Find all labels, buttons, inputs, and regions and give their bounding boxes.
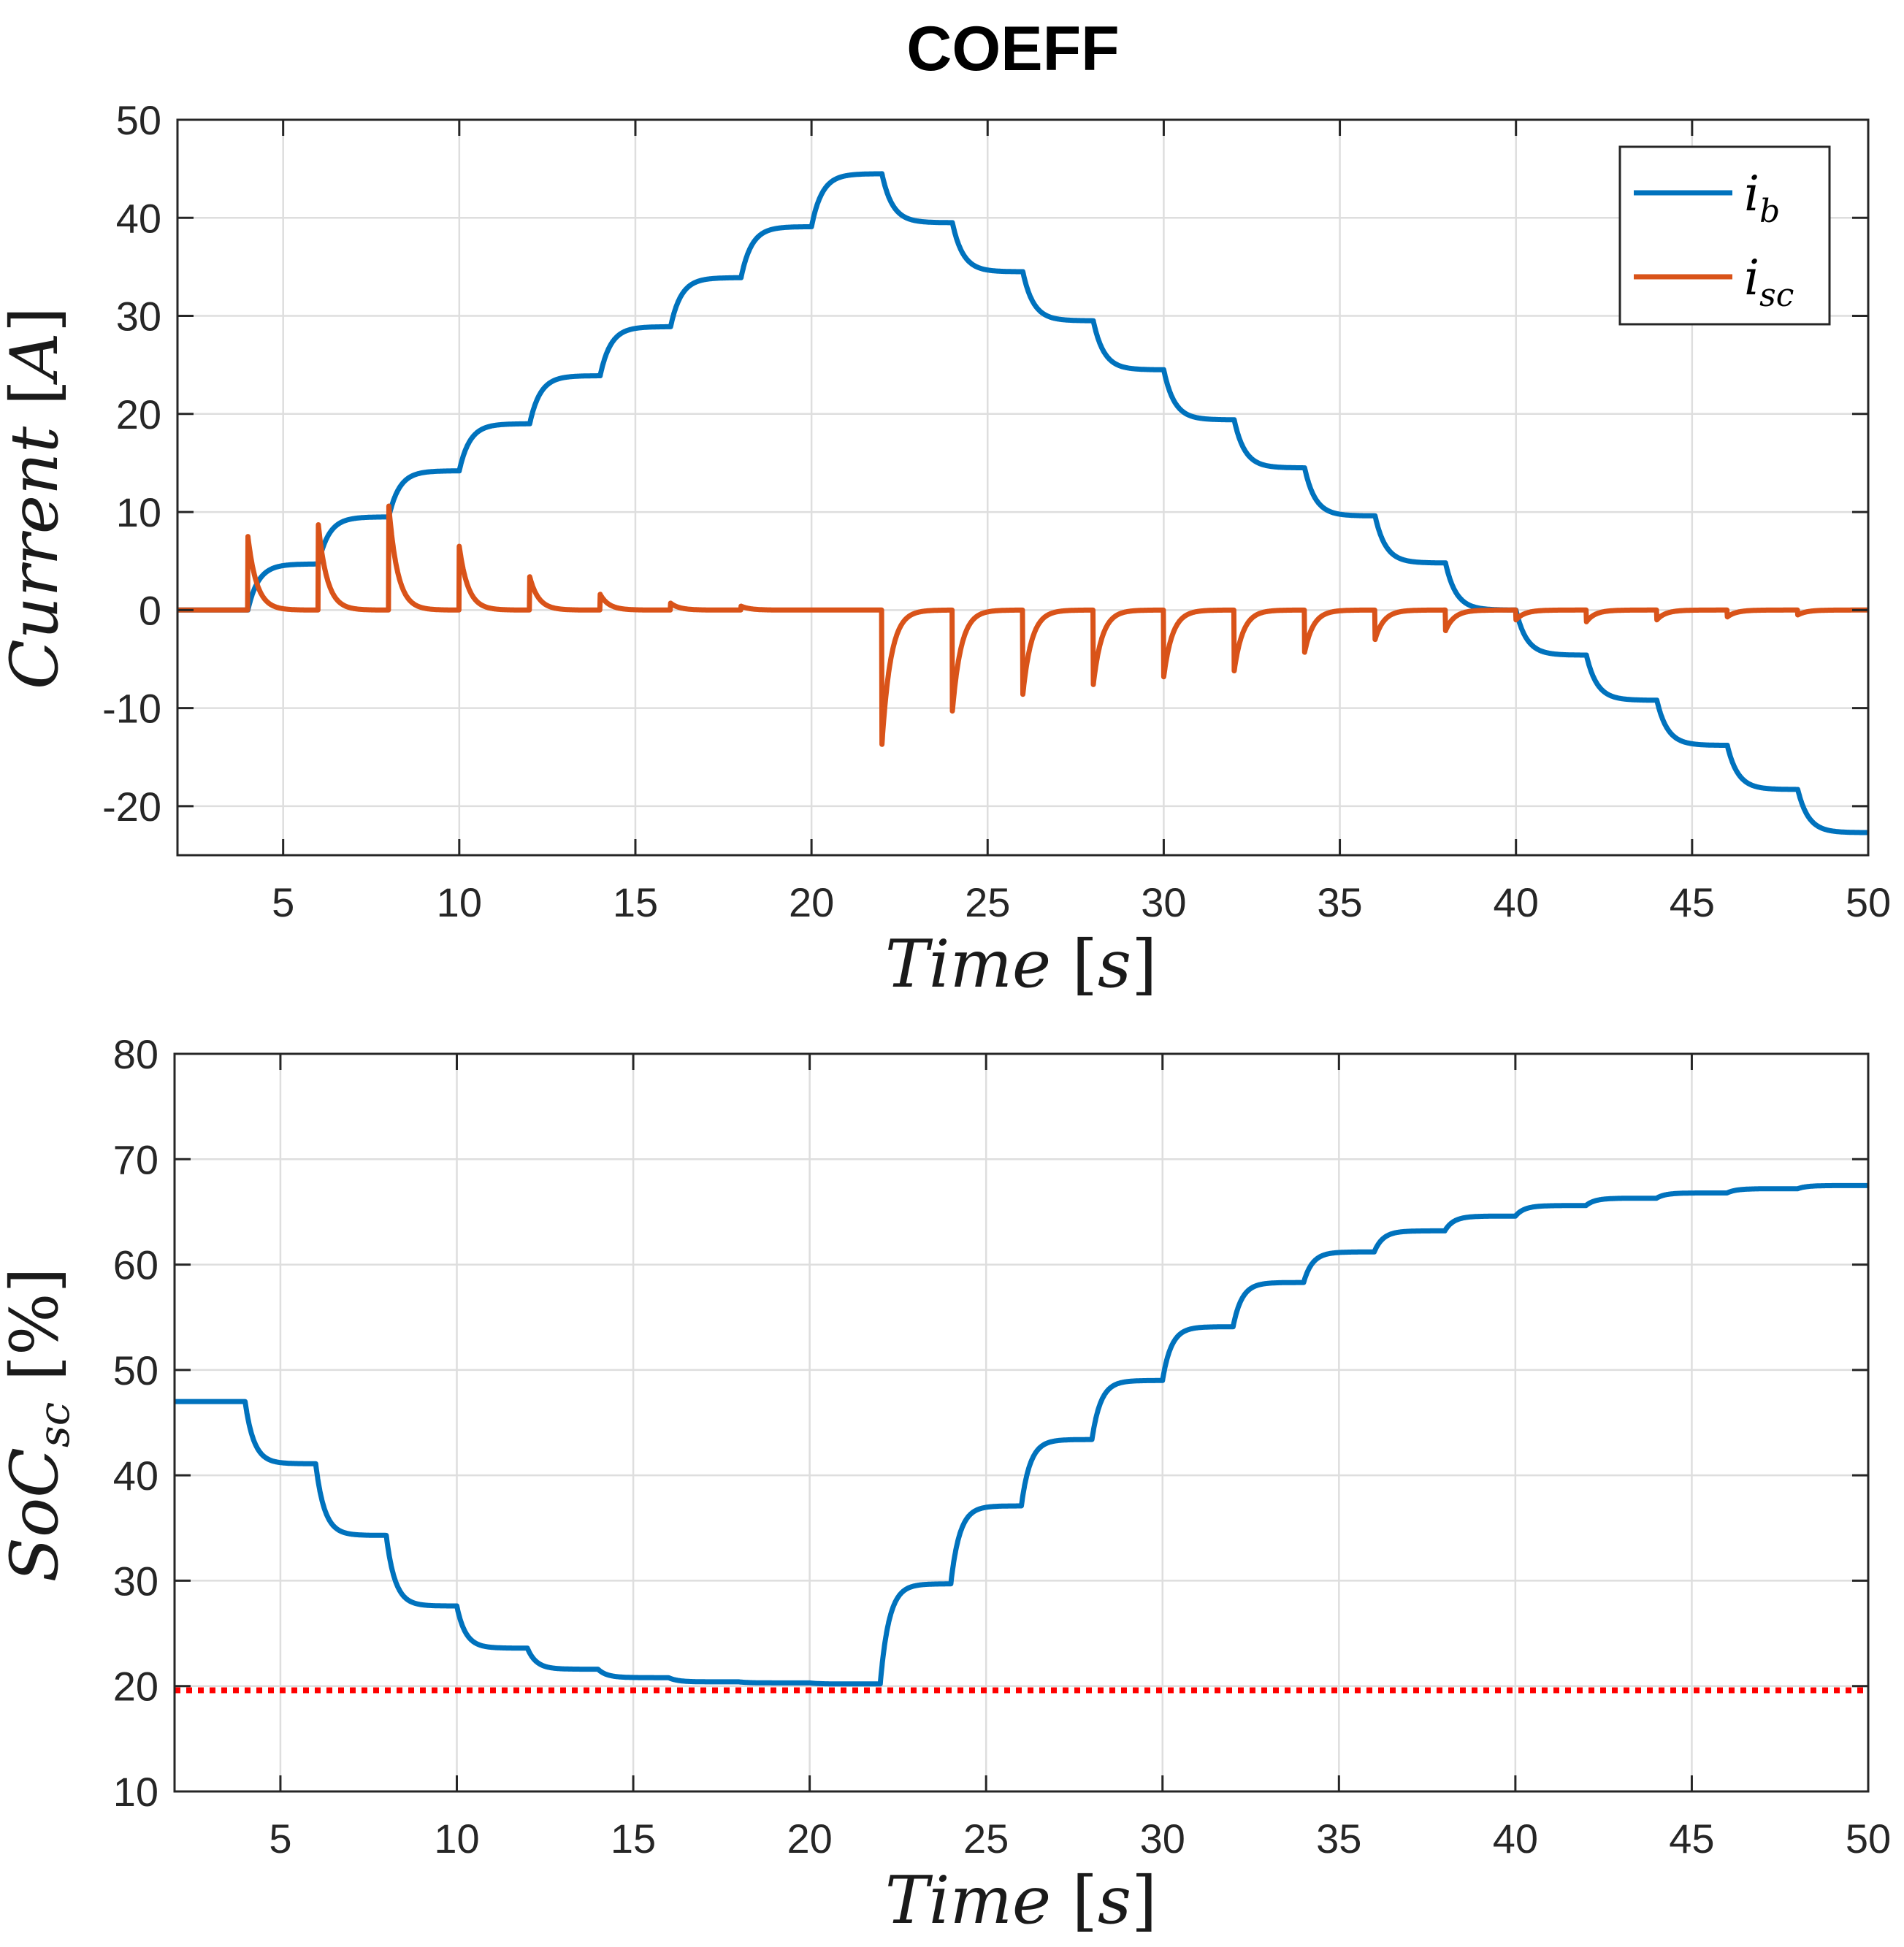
current-y-axis-label: Current [A] [0, 307, 73, 689]
x-tick-label: 10 [434, 1816, 479, 1862]
x-tick-label: 35 [1316, 1816, 1361, 1862]
y-tick-label: 40 [116, 195, 161, 241]
y-tick-label: -20 [102, 784, 161, 830]
y-tick-label: 20 [113, 1664, 158, 1710]
x-tick-label: 30 [1140, 1816, 1185, 1862]
x-tick-label: 45 [1670, 879, 1715, 925]
y-tick-label: 80 [113, 1031, 158, 1077]
x-tick-label: 25 [963, 1816, 1009, 1862]
y-tick-label: 20 [116, 391, 161, 437]
x-tick-label: 35 [1317, 879, 1362, 925]
x-tick-label: 45 [1669, 1816, 1714, 1862]
y-tick-label: 10 [116, 489, 161, 535]
x-tick-label: 15 [611, 1816, 656, 1862]
y-tick-label: 10 [113, 1769, 158, 1815]
current-axes-frame [176, 118, 1870, 857]
x-tick-label: 5 [269, 1816, 291, 1862]
current-x-ticks: 5 10 15 20 25 30 35 40 45 50 [272, 120, 1891, 925]
y-tick-label: 30 [116, 294, 161, 340]
y-tick-label: 50 [116, 97, 161, 143]
soc-y-axis-label: SoCsc [%] [0, 1267, 79, 1582]
current-grid [177, 118, 1870, 855]
x-tick-label: 50 [1846, 879, 1891, 925]
series-i-sc-line [177, 503, 1868, 747]
y-tick-label: 40 [113, 1453, 158, 1499]
soc-grid [175, 1052, 1870, 1793]
soc-y-ticks: 80 70 60 50 40 30 20 10 [113, 1031, 1868, 1815]
legend: ib isc [1618, 145, 1831, 326]
y-tick-label: 0 [139, 587, 161, 633]
y-tick-label: 30 [113, 1558, 158, 1604]
current-series-lines [177, 171, 1868, 835]
series-1-0-line [175, 1182, 1868, 1687]
current-x-axis-label: Time [s] [885, 926, 1157, 1003]
soc-plot: 80 70 60 50 40 30 20 10 5 10 15 20 25 30 35 40 45 50 Tim… [0, 1031, 1891, 1939]
x-tick-label: 10 [437, 879, 482, 925]
y-tick-label: 70 [113, 1136, 158, 1182]
x-tick-label: 20 [789, 879, 834, 925]
soc-axes-frame [173, 1052, 1870, 1793]
x-tick-label: 20 [787, 1816, 832, 1862]
x-tick-label: 5 [272, 879, 294, 925]
x-tick-label: 40 [1494, 879, 1539, 925]
x-tick-label: 15 [613, 879, 658, 925]
legend-box [1618, 145, 1831, 326]
x-tick-label: 40 [1493, 1816, 1538, 1862]
figure-title: COEFF [906, 14, 1119, 84]
series-i-b-line [177, 171, 1868, 835]
x-tick-label: 50 [1846, 1816, 1891, 1862]
x-tick-label: 25 [965, 879, 1010, 925]
current-plot: 50 40 30 20 10 0 -10 -20 5 10 15 20 25 30 35 40 45 50 Ti… [0, 97, 1891, 1003]
soc-series-lines [175, 1182, 1868, 1694]
soc-x-ticks: 5 10 15 20 25 30 35 40 45 50 [269, 1054, 1891, 1862]
y-tick-label: -10 [102, 686, 161, 732]
x-tick-label: 30 [1141, 879, 1186, 925]
y-tick-label: 60 [113, 1242, 158, 1288]
current-y-ticks: 50 40 30 20 10 0 -10 -20 [102, 97, 1868, 830]
soc-x-axis-label: Time [s] [885, 1862, 1157, 1939]
y-tick-label: 50 [113, 1347, 158, 1393]
